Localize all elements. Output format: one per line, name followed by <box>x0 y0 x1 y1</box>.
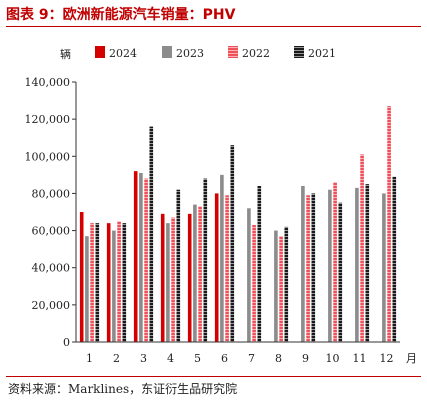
bar-2024-m3 <box>133 171 138 342</box>
y-tick-label: 60,000 <box>32 225 71 238</box>
bar-2022-m1 <box>90 223 94 342</box>
bar-2022-m2 <box>117 221 121 342</box>
x-tick-label: 1 <box>86 352 93 365</box>
chart-title: 图表 9：欧洲新能源汽车销量：PHV <box>6 7 236 23</box>
bar-2021-m7 <box>257 186 262 342</box>
bar-2022-m6 <box>225 195 229 342</box>
legend-swatch-2024 <box>95 46 105 58</box>
x-tick-label: 8 <box>275 352 282 365</box>
bar-2022-m11 <box>360 154 364 342</box>
bar-2021-m11 <box>365 184 370 342</box>
x-tick-label: 5 <box>194 352 201 365</box>
bar-2022-m4 <box>171 217 175 342</box>
y-tick-label: 20,000 <box>32 299 71 312</box>
legend-swatch-2023 <box>162 46 172 58</box>
bar-2023-m6 <box>220 174 224 342</box>
y-axis: 0 20,000 40,000 60,000 80,000 100,000 120,000 1… <box>25 76 77 349</box>
x-tick-label: 6 <box>221 352 228 365</box>
x-tick-label: 11 <box>353 352 367 365</box>
bar-2021-m1 <box>95 223 100 342</box>
x-tick-label: 4 <box>167 352 174 365</box>
legend-swatch-2022 <box>228 46 238 58</box>
source-note: 资料来源：Marklines，东证衍生品研究院 <box>8 382 238 396</box>
bar-2023-m5 <box>193 204 197 342</box>
bar-2022-m7 <box>252 225 256 342</box>
bar-2021-m6 <box>230 145 235 342</box>
bar-2023-m7 <box>247 208 251 342</box>
bar-2021-m9 <box>311 193 316 342</box>
y-tick-label: 100,000 <box>25 150 71 163</box>
bar-2022-m5 <box>198 206 202 342</box>
bar-2023-m1 <box>85 236 89 342</box>
title-divider <box>6 26 421 27</box>
legend-label-2024: 2024 <box>109 47 137 60</box>
bar-2022-m8 <box>279 236 283 342</box>
y-tick-label: 0 <box>63 336 70 349</box>
bar-2022-m3 <box>144 178 148 342</box>
y-tick-label: 80,000 <box>32 187 71 200</box>
bar-2024-m2 <box>106 223 111 342</box>
footer-divider <box>6 376 421 377</box>
bar-2024-m5 <box>187 213 192 342</box>
y-tick-label: 140,000 <box>25 76 71 89</box>
legend-label-2023: 2023 <box>176 47 204 60</box>
x-tick-label: 2 <box>113 352 120 365</box>
x-axis: 1 2 3 4 5 6 7 8 9 10 11 12 月 <box>76 341 417 365</box>
bar-2021-m4 <box>176 189 181 342</box>
bar-2023-m4 <box>166 223 170 342</box>
bar-2023-m3 <box>139 173 143 342</box>
x-tick-label: 12 <box>380 352 394 365</box>
bar-2024-m6 <box>214 193 219 342</box>
bar-2023-m9 <box>301 186 305 342</box>
x-tick-label: 9 <box>302 352 309 365</box>
bar-2021-m2 <box>122 223 127 342</box>
bar-2021-m10 <box>338 202 343 342</box>
bar-2023-m11 <box>355 187 359 342</box>
x-axis-unit: 月 <box>406 352 417 365</box>
bar-2024-m4 <box>160 213 165 342</box>
y-tick-label: 120,000 <box>25 113 71 126</box>
bar-2023-m10 <box>328 189 332 342</box>
legend-label-2022: 2022 <box>242 47 270 60</box>
bar-2023-m8 <box>274 230 278 342</box>
bar-2021-m5 <box>203 178 208 342</box>
bar-2024-m1 <box>79 212 84 342</box>
x-tick-label: 3 <box>140 352 147 365</box>
bar-series <box>79 106 397 343</box>
bar-2022-m12 <box>387 106 391 343</box>
y-tick-label: 40,000 <box>32 262 71 275</box>
chart-legend: 辆 2024 2023 2022 2021 <box>60 46 336 61</box>
bar-2021-m8 <box>284 226 289 342</box>
legend-label-2021: 2021 <box>308 47 336 60</box>
bar-2023-m12 <box>382 193 386 342</box>
bar-2022-m10 <box>333 182 337 342</box>
bar-2021-m3 <box>149 126 154 342</box>
legend-swatch-2021 <box>294 46 304 58</box>
x-tick-label: 10 <box>326 352 340 365</box>
bar-2022-m9 <box>306 195 310 342</box>
bar-2021-m12 <box>392 176 397 342</box>
x-tick-label: 7 <box>248 352 255 365</box>
y-axis-unit: 辆 <box>60 47 71 61</box>
bar-2023-m2 <box>112 230 116 342</box>
